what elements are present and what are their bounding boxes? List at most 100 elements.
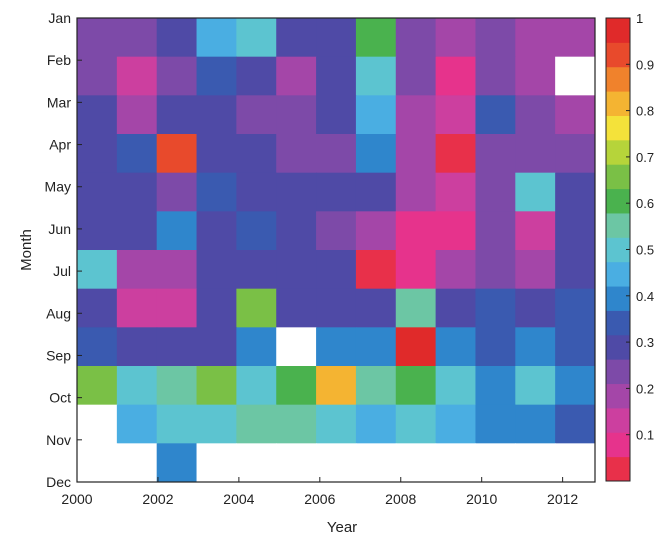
heatmap-cell	[515, 443, 555, 482]
heatmap-cell	[276, 250, 316, 289]
heatmap-cell	[77, 250, 117, 289]
x-tick-label: 2002	[142, 491, 173, 507]
heatmap-cell	[276, 366, 316, 405]
heatmap-cell	[396, 134, 436, 173]
heatmap-cell	[436, 18, 476, 57]
heatmap-cell	[236, 366, 276, 405]
heatmap-cell	[396, 211, 436, 250]
heatmap-cell	[436, 327, 476, 366]
heatmap-cell	[475, 327, 515, 366]
heatmap-cell	[276, 173, 316, 212]
colorbar-swatch	[606, 213, 630, 238]
heatmap-cell	[475, 250, 515, 289]
heatmap-cell	[436, 57, 476, 96]
heatmap-cell	[197, 250, 237, 289]
heatmap-cell	[157, 95, 197, 134]
heatmap-cell	[197, 366, 237, 405]
heatmap-cell	[316, 211, 356, 250]
heatmap-cell	[197, 327, 237, 366]
heatmap-cell	[117, 173, 157, 212]
heatmap-cell	[157, 173, 197, 212]
heatmap-cell	[77, 57, 117, 96]
heatmap-cell	[396, 289, 436, 328]
y-tick-label: Apr	[49, 137, 71, 153]
heatmap-cell	[555, 405, 595, 444]
heatmap-cell	[436, 405, 476, 444]
y-axis: Jan Feb Mar Apr May Jun Jul Aug Sep Oct Nov Dec	[45, 10, 82, 490]
heatmap-cell	[197, 18, 237, 57]
heatmap-cell	[316, 134, 356, 173]
heatmap-cell	[117, 134, 157, 173]
heatmap-cell	[396, 327, 436, 366]
heatmap-cell	[396, 250, 436, 289]
y-tick-label: Aug	[46, 305, 71, 321]
heatmap-cell	[555, 327, 595, 366]
heatmap-cell	[77, 134, 117, 173]
heatmap-cell	[316, 57, 356, 96]
heatmap-cell	[236, 405, 276, 444]
heatmap-cell	[436, 366, 476, 405]
heatmap-cell	[356, 405, 396, 444]
heatmap-cell	[356, 134, 396, 173]
heatmap-cell	[77, 173, 117, 212]
x-tick-label: 2008	[385, 491, 416, 507]
colorbar-tick-label: 0.1	[636, 428, 654, 443]
colorbar-swatch	[606, 359, 630, 384]
heatmap-cell	[515, 405, 555, 444]
colorbar-swatch	[606, 335, 630, 360]
heatmap-cell	[117, 250, 157, 289]
heatmap-cell	[436, 211, 476, 250]
colorbar-swatch	[606, 286, 630, 311]
heatmap-cell	[515, 327, 555, 366]
heatmap-cell	[197, 211, 237, 250]
heatmap-cell	[157, 443, 197, 482]
heatmap-cell	[276, 327, 316, 366]
colorbar-swatch	[606, 408, 630, 433]
heatmap-cell	[555, 211, 595, 250]
heatmap-cell	[157, 289, 197, 328]
heatmap-cell	[515, 366, 555, 405]
heatmap-cell	[475, 95, 515, 134]
heatmap-cell	[356, 57, 396, 96]
colorbar-swatch	[606, 189, 630, 214]
colorbar-tick-label: 0.9	[636, 57, 654, 72]
heatmap-cell	[77, 289, 117, 328]
colorbar-swatch	[606, 432, 630, 457]
heatmap-cell	[475, 134, 515, 173]
y-tick-label: Mar	[47, 94, 71, 110]
heatmap-cell	[316, 173, 356, 212]
heatmap-cell	[555, 250, 595, 289]
heatmap-cell	[475, 289, 515, 328]
colorbar-swatch	[606, 310, 630, 335]
y-tick-label: Sep	[46, 347, 71, 363]
y-tick-label: Jan	[48, 10, 71, 26]
heatmap-cell	[157, 57, 197, 96]
heatmap-cell	[197, 289, 237, 328]
colorbar-tick-label: 0.7	[636, 150, 654, 165]
heatmap-cell	[475, 18, 515, 57]
heatmap-cell	[77, 95, 117, 134]
colorbar-swatch	[606, 262, 630, 287]
heatmap-cell	[236, 95, 276, 134]
heatmap-cell	[157, 211, 197, 250]
heatmap-cell	[77, 18, 117, 57]
heatmap-cell	[396, 18, 436, 57]
heatmap-cell	[77, 443, 117, 482]
heatmap-cell	[117, 211, 157, 250]
colorbar-tick-label: 0.2	[636, 381, 654, 396]
x-tick-label: 2004	[223, 491, 254, 507]
heatmap-cell	[436, 289, 476, 328]
heatmap-cell	[356, 18, 396, 57]
colorbar-tick-label: 0.5	[636, 243, 654, 258]
y-tick-label: Oct	[49, 390, 71, 406]
heatmap-cell	[236, 18, 276, 57]
heatmap-cell	[316, 18, 356, 57]
heatmap-cell	[197, 443, 237, 482]
heatmap-cell	[276, 289, 316, 328]
heatmap-cell	[515, 95, 555, 134]
heatmap-cell	[117, 289, 157, 328]
heatmap-cell	[555, 18, 595, 57]
x-tick-label: 2010	[466, 491, 497, 507]
heatmap-cell	[276, 211, 316, 250]
heatmap-cell	[436, 95, 476, 134]
